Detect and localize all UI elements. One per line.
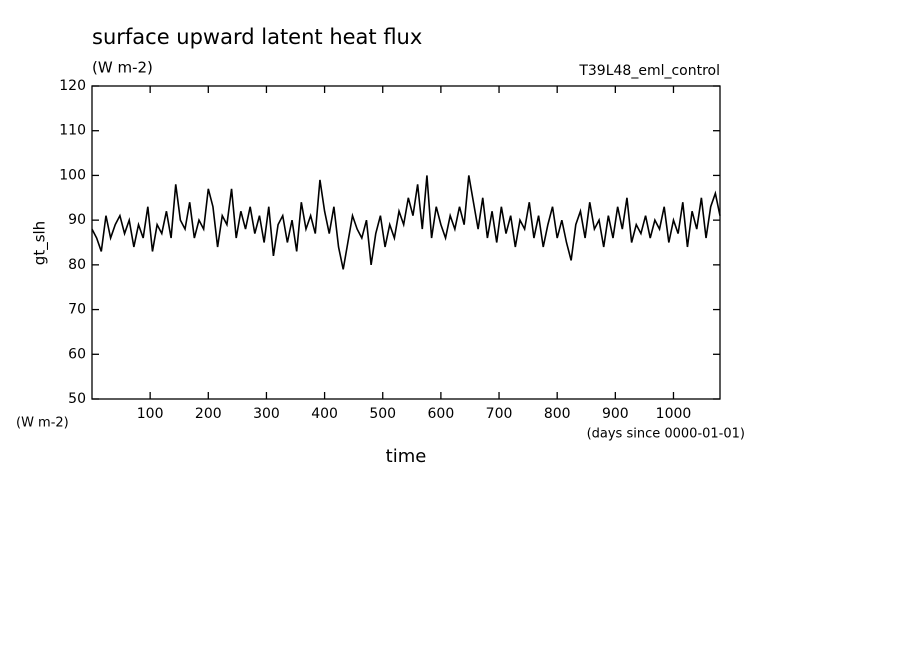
y-tick-label: 80 [68, 257, 86, 273]
y-tick-label: 70 [68, 302, 86, 318]
x-tick-label: 800 [544, 406, 571, 422]
y-unit: (W m-2) [16, 416, 69, 431]
x-tick-label: 200 [195, 406, 222, 422]
x-unit: (days since 0000-01-01) [587, 427, 745, 442]
annotation: T39L48_eml_control [578, 63, 720, 79]
x-tick-label: 700 [486, 406, 513, 422]
y-axis-label: gt_slh [31, 221, 50, 265]
x-tick-label: 900 [602, 406, 629, 422]
plot-frame [91, 85, 721, 400]
y-tick-label: 60 [68, 346, 86, 362]
x-tick-label: 100 [137, 406, 164, 422]
x-tick-label: 600 [428, 406, 455, 422]
y-tick-label: 50 [68, 391, 86, 407]
y-tick-label: 120 [59, 78, 86, 94]
x-axis-label: time [386, 446, 427, 467]
x-tick-label: 300 [253, 406, 280, 422]
x-tick-label: 1000 [656, 406, 692, 422]
y-tick-label: 100 [59, 167, 86, 183]
data-line [91, 175, 721, 270]
subtitle: (W m-2) [92, 59, 153, 77]
chart-title: surface upward latent heat flux [92, 25, 422, 49]
x-tick-label: 400 [311, 406, 338, 422]
x-tick-label: 500 [369, 406, 396, 422]
y-tick-label: 110 [59, 123, 86, 139]
y-tick-label: 90 [68, 212, 86, 228]
